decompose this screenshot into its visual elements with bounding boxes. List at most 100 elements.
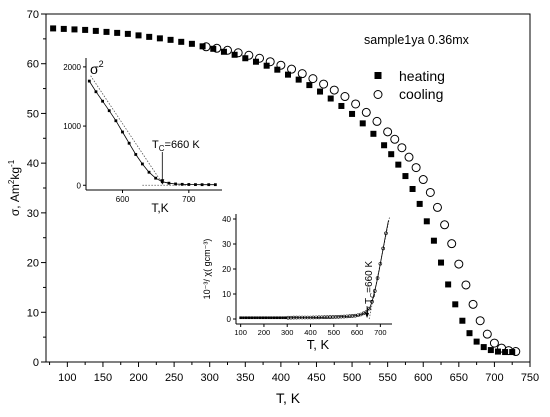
x-tick-label: 700	[485, 372, 503, 384]
heating-point	[274, 66, 281, 73]
heating-point	[242, 55, 249, 62]
cooling-point	[461, 280, 471, 290]
heating-point	[178, 38, 185, 45]
inset1-point	[127, 141, 131, 145]
x-tick-label: 400	[272, 372, 290, 384]
inset1-point	[213, 183, 217, 187]
inset2-point	[281, 316, 284, 320]
heating-point	[295, 76, 302, 83]
cooling-point	[475, 316, 485, 326]
inset2-point	[258, 316, 262, 320]
x-tick-label: 300	[201, 372, 219, 384]
inset2-point	[253, 316, 256, 320]
inset2-y-tick-label: 40	[222, 215, 231, 224]
inset1-point	[114, 119, 118, 123]
inset2-y-tick-label: 0	[227, 315, 232, 324]
x-tick-label: 600	[414, 372, 432, 384]
inset1-x-label: T,K	[151, 201, 168, 215]
heating-point	[50, 25, 57, 32]
y-tick-label: 20	[27, 258, 39, 270]
inset2-point	[370, 299, 374, 304]
inset1-y-label: σ2	[90, 59, 104, 77]
heating-point	[285, 71, 291, 78]
heating-point	[388, 151, 395, 158]
heating-point	[395, 161, 402, 168]
heating-point	[338, 102, 345, 109]
x-tick-label: 550	[378, 372, 396, 384]
cooling-point	[297, 69, 307, 79]
inset1-y-tick-label: 0	[77, 181, 82, 190]
inset2-y-tick-label: 30	[222, 240, 231, 249]
x-tick-label: 250	[165, 372, 183, 384]
cooling-point	[319, 79, 329, 89]
inset2-point	[256, 316, 259, 320]
inset2-x-tick-label: 300	[281, 328, 294, 337]
y-tick-label: 50	[27, 108, 39, 120]
cooling-point	[468, 299, 478, 309]
heating-point	[402, 173, 409, 180]
heating-point	[92, 27, 99, 34]
cooling-point	[201, 42, 211, 52]
cooling-point	[329, 85, 339, 95]
y-tick-label: 40	[27, 158, 39, 170]
inset1-point	[121, 130, 124, 134]
inset1-point	[94, 90, 98, 94]
inset2-x-tick-label: 700	[374, 328, 387, 337]
heating-point	[82, 26, 89, 33]
heating-point	[416, 200, 423, 207]
x-tick-label: 350	[236, 372, 254, 384]
inset2-point	[372, 289, 377, 293]
inset2-x-tick-label: 500	[328, 328, 341, 337]
inset2-point	[384, 231, 388, 236]
inset2-point	[247, 316, 251, 320]
inset1-tc-arrowhead	[160, 179, 165, 185]
heating-point	[423, 218, 430, 225]
heating-point	[71, 26, 78, 33]
inset2-point	[367, 306, 371, 311]
heating-point	[381, 142, 388, 149]
inset1-x-tick-label: 600	[116, 195, 130, 204]
cooling-point	[265, 57, 275, 67]
legend-cooling-label: cooling	[399, 86, 443, 102]
inset1-point	[134, 153, 138, 156]
heating-point	[252, 58, 259, 65]
cooling-point	[287, 64, 297, 74]
y-tick-label: 10	[27, 307, 39, 319]
inset2-tc-arrowhead	[365, 313, 370, 318]
inset1-point	[187, 183, 191, 186]
cooling-point	[432, 202, 442, 212]
inset1-y-tick-label: 2000	[63, 63, 81, 72]
heating-point	[156, 35, 163, 42]
inset2-y-tick-label: 20	[222, 265, 231, 274]
cooling-point	[255, 53, 265, 63]
inset2-point	[361, 311, 366, 316]
heating-point	[459, 317, 466, 324]
heating-point	[135, 32, 142, 39]
heating-point	[494, 348, 501, 355]
legend-heating-label: heating	[399, 68, 445, 84]
cooling-point	[244, 50, 254, 60]
heating-point	[438, 259, 445, 266]
inset1-point	[154, 176, 158, 180]
heating-point	[409, 185, 416, 192]
y-tick-label: 60	[27, 59, 39, 71]
inset2-point	[250, 316, 254, 320]
x-tick-label: 750	[521, 372, 539, 384]
inset2-point	[264, 316, 268, 320]
inset2-point	[242, 316, 245, 320]
x-tick-label: 450	[307, 372, 325, 384]
inset2-x-tick-label: 600	[351, 328, 364, 337]
legend-heating-marker	[374, 72, 382, 79]
heating-point	[359, 120, 366, 127]
cooling-point	[308, 74, 318, 84]
y-axis-label: σ, Am2kg-1	[7, 159, 22, 216]
cooling-point	[504, 346, 514, 356]
inset2-x-tick-label: 200	[258, 328, 271, 337]
cooling-point	[276, 60, 286, 70]
cooling-point	[411, 163, 421, 173]
inset1-point	[87, 79, 91, 83]
inset2-point	[272, 316, 276, 320]
inset2-point	[275, 316, 279, 320]
inset1-point	[147, 170, 151, 174]
